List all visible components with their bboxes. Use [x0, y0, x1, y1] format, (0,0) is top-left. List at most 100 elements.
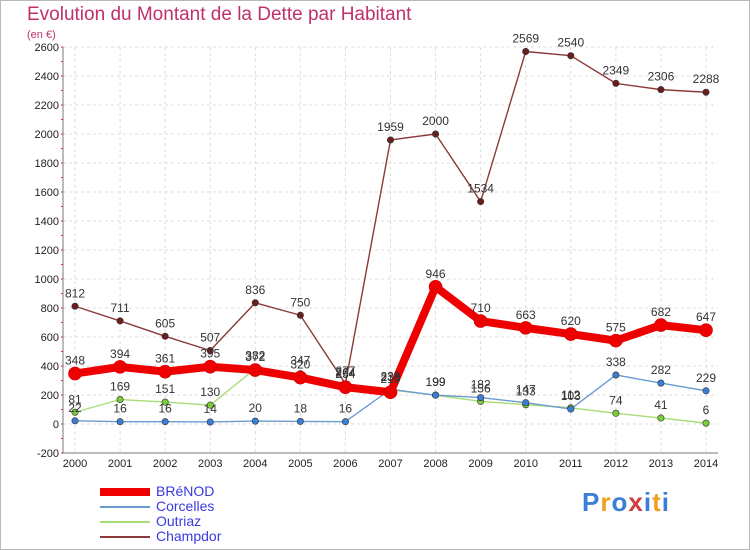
data-label: 236: [380, 370, 400, 384]
data-label: 620: [561, 314, 581, 328]
data-label: 16: [113, 402, 127, 416]
x-tick-label: 2001: [108, 458, 132, 470]
data-point: [386, 136, 394, 144]
data-label: 338: [606, 355, 626, 369]
data-label: 663: [516, 308, 536, 322]
data-label: 22: [68, 401, 82, 415]
data-point: [206, 418, 214, 426]
data-point: [71, 417, 79, 425]
y-tick-label: 2000: [35, 129, 59, 141]
legend-label: Champdor: [156, 528, 222, 544]
data-label: 219: [380, 372, 400, 386]
data-label: 41: [654, 398, 668, 412]
data-point: [518, 321, 533, 335]
data-point: [432, 130, 440, 138]
chart-title: Evolution du Montant de la Dette par Hab…: [27, 4, 412, 25]
data-label: 14: [204, 402, 218, 416]
data-point: [477, 394, 485, 402]
data-point: [161, 332, 169, 340]
x-tick-label: 2013: [649, 458, 673, 470]
data-point: [609, 333, 623, 348]
x-tick-label: 2009: [468, 458, 492, 470]
data-label: 151: [155, 382, 175, 396]
data-point: [657, 86, 665, 94]
x-tick-label: 2010: [513, 458, 537, 470]
data-point: [248, 363, 263, 377]
legend-swatch: [100, 487, 150, 496]
x-tick-label: 2002: [153, 458, 177, 470]
x-tick-label: 2004: [243, 458, 267, 470]
data-label: 575: [606, 321, 626, 335]
data-point: [206, 401, 214, 409]
y-tick-label: 1600: [35, 187, 59, 199]
data-point: [383, 385, 398, 400]
data-point: [251, 417, 259, 425]
x-tick-label: 2007: [378, 458, 402, 470]
legend-label: BRéNOD: [156, 483, 215, 499]
legend: BRéNOD Corcelles Outriaz Champdor: [100, 484, 221, 544]
y-tick-label: -200: [37, 448, 59, 460]
data-point: [428, 280, 443, 294]
data-label: 18: [294, 401, 308, 415]
legend-item: Outriaz: [100, 514, 221, 529]
data-point: [68, 366, 82, 381]
data-label: 2349: [603, 63, 630, 77]
y-tick-label: 2600: [35, 42, 59, 54]
logo-letter: x: [628, 487, 644, 517]
data-point: [657, 414, 665, 422]
data-point: [657, 379, 665, 387]
logo-letter: i: [643, 487, 653, 517]
data-label: 647: [696, 310, 716, 324]
data-label: 347: [290, 354, 310, 368]
data-point: [71, 302, 79, 310]
chart-subtitle: (en €): [27, 29, 56, 41]
axis-layer: -200 0 200 400 600 800 1000 1200 1400 1600 1800 200…: [35, 42, 719, 470]
data-label: 199: [426, 375, 446, 389]
y-tick-label: 2200: [35, 100, 59, 112]
data-label: 20: [249, 401, 263, 415]
data-point: [338, 380, 353, 394]
x-tick-label: 2012: [604, 458, 628, 470]
data-point: [567, 52, 575, 60]
legend-swatch: [100, 535, 150, 538]
data-point: [567, 405, 575, 413]
y-tick-label: 1800: [35, 158, 59, 170]
data-label: 199: [426, 375, 446, 389]
data-label: 112: [561, 388, 580, 402]
data-label: 682: [651, 305, 671, 319]
y-tick-label: 1000: [35, 274, 59, 286]
data-label: 169: [110, 379, 130, 393]
data-point: [71, 408, 79, 416]
data-point: [203, 359, 218, 374]
logo-letter: P: [582, 487, 601, 517]
x-tick-label: 2008: [423, 458, 447, 470]
data-point: [116, 317, 124, 325]
x-tick-label: 2006: [333, 458, 357, 470]
data-point: [113, 360, 127, 374]
x-tick-label: 2011: [559, 458, 583, 470]
data-label: 239: [380, 369, 400, 383]
legend-item: Corcelles: [100, 499, 221, 514]
data-point: [161, 398, 169, 406]
data-point: [702, 387, 710, 395]
data-point: [612, 371, 620, 379]
data-label: 2569: [512, 31, 539, 45]
data-label: 81: [68, 392, 82, 406]
data-label: 812: [65, 286, 85, 300]
data-point: [116, 395, 124, 403]
data-label: 2306: [648, 70, 675, 84]
y-tick-label: 600: [41, 332, 59, 344]
y-tick-label: 2400: [35, 71, 59, 83]
logo-letter: i: [661, 487, 670, 517]
data-label: 395: [200, 347, 220, 361]
data-label: 16: [158, 402, 172, 416]
data-label: 320: [290, 358, 310, 372]
data-point: [432, 391, 440, 399]
data-label: 836: [245, 283, 265, 297]
data-point: [612, 409, 620, 417]
data-label: 348: [65, 354, 85, 368]
y-tick-label: 400: [41, 361, 59, 373]
x-tick-label: 2005: [288, 458, 312, 470]
data-label: 6: [703, 403, 710, 417]
